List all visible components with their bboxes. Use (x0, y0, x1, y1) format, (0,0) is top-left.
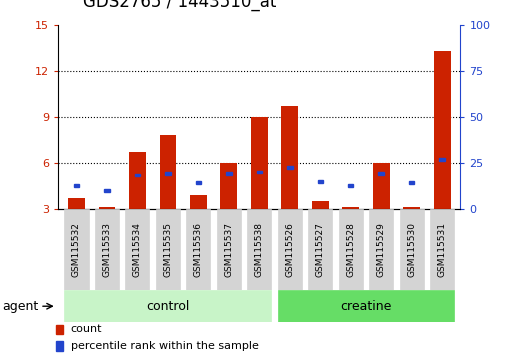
Text: GSM115529: GSM115529 (376, 222, 385, 277)
Bar (250, 117, 267, 209)
Text: agent: agent (3, 300, 39, 313)
Bar (64, 290, 271, 322)
Bar (220, 163, 237, 209)
Bar (165, 172, 170, 175)
Bar (338, 209, 362, 290)
Bar (286, 166, 292, 169)
Text: GSM115537: GSM115537 (224, 222, 233, 277)
Text: GDS2765 / 1443510_at: GDS2765 / 1443510_at (83, 0, 276, 11)
Text: GSM115531: GSM115531 (437, 222, 446, 277)
Bar (74, 184, 79, 187)
Bar (216, 209, 240, 290)
Bar (189, 195, 207, 209)
Bar (256, 171, 262, 173)
Bar (408, 181, 414, 184)
Bar (308, 209, 332, 290)
Text: GSM115536: GSM115536 (193, 222, 203, 277)
Bar (125, 209, 149, 290)
Bar (226, 172, 231, 175)
Bar (64, 209, 88, 290)
Text: GSM115538: GSM115538 (255, 222, 263, 277)
Bar (159, 135, 176, 209)
Bar (399, 209, 423, 290)
Text: creatine: creatine (340, 300, 391, 313)
Bar (247, 209, 271, 290)
Bar (347, 184, 353, 187)
Bar (317, 180, 322, 183)
Bar (281, 106, 297, 209)
Text: GSM115527: GSM115527 (315, 222, 324, 277)
Text: count: count (71, 325, 102, 335)
Text: GSM115528: GSM115528 (345, 222, 355, 277)
Bar (95, 209, 119, 290)
Text: GSM115530: GSM115530 (407, 222, 416, 277)
Bar (56, 341, 63, 351)
Bar (277, 209, 301, 290)
Bar (129, 152, 145, 209)
Bar (438, 158, 444, 161)
Bar (56, 325, 63, 334)
Text: GSM115534: GSM115534 (133, 222, 141, 277)
Bar (186, 209, 210, 290)
Bar (369, 209, 392, 290)
Bar (156, 209, 180, 290)
Text: GSM115532: GSM115532 (72, 222, 81, 277)
Bar (134, 174, 140, 177)
Bar (433, 51, 449, 209)
Bar (429, 209, 453, 290)
Text: percentile rank within the sample: percentile rank within the sample (71, 341, 258, 351)
Bar (277, 290, 453, 322)
Bar (68, 198, 85, 209)
Bar (195, 181, 200, 184)
Bar (342, 207, 359, 209)
Text: control: control (146, 300, 189, 313)
Bar (98, 207, 115, 209)
Text: GSM115535: GSM115535 (163, 222, 172, 277)
Bar (378, 172, 383, 175)
Bar (104, 189, 110, 192)
Text: GSM115533: GSM115533 (102, 222, 111, 277)
Bar (311, 201, 328, 209)
Bar (402, 207, 419, 209)
Bar (372, 163, 389, 209)
Text: GSM115526: GSM115526 (285, 222, 294, 277)
